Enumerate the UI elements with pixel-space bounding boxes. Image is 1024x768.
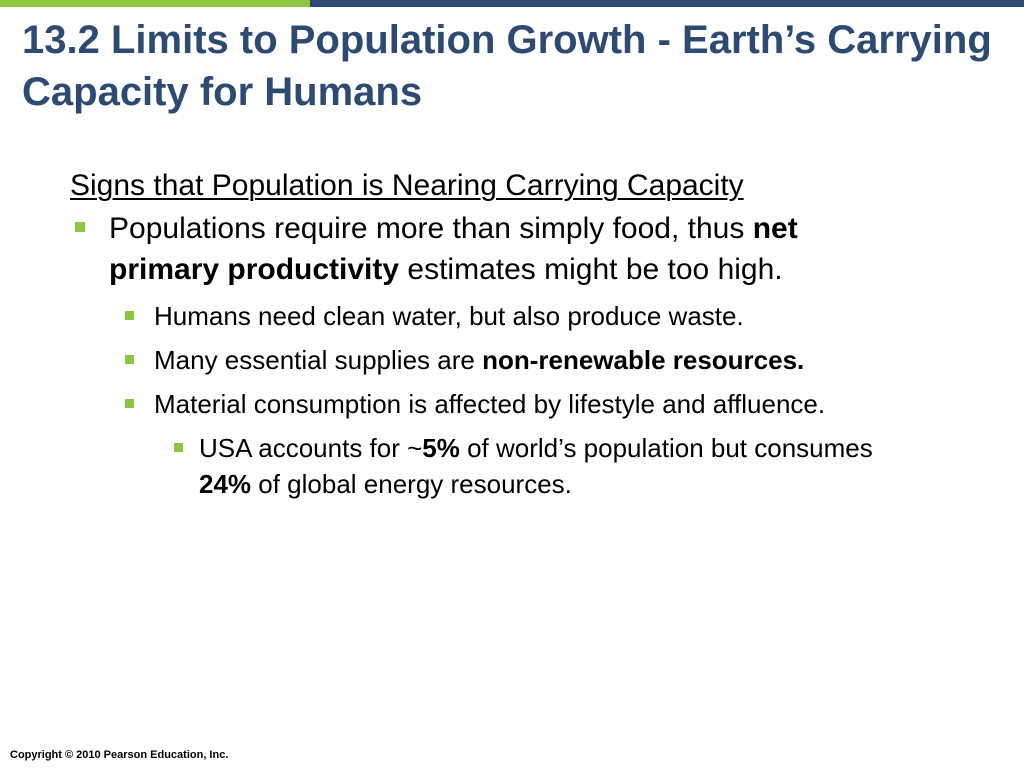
bullet-level-2: Humans need clean water, but also produc… <box>70 298 924 334</box>
bullet-bold-term: net primary productivity <box>109 212 798 286</box>
bullet-level-2: Material consumption is affected by life… <box>70 386 924 422</box>
top-accent-bar-navy <box>310 0 1024 7</box>
bullet-text: of global energy resources. <box>251 469 572 499</box>
bullet-level-2: Many essential supplies are non-renewabl… <box>70 342 924 378</box>
slide-body: Signs that Population is Nearing Carryin… <box>70 166 970 502</box>
square-bullet-icon <box>75 222 85 232</box>
square-bullet-icon <box>125 355 134 364</box>
square-bullet-icon <box>125 399 134 408</box>
slide-title: 13.2 Limits to Population Growth - Earth… <box>22 18 992 114</box>
square-bullet-icon <box>125 311 134 320</box>
top-accent-bar-green <box>0 0 310 7</box>
copyright-footer: Copyright © 2010 Pearson Education, Inc. <box>10 749 229 761</box>
bullet-text: Material consumption is affected by life… <box>154 389 826 419</box>
bullet-bold-stat: 5% <box>422 433 460 463</box>
subheading: Signs that Population is Nearing Carryin… <box>70 169 744 202</box>
top-accent-bar <box>0 0 1024 7</box>
bullet-level-3: USA accounts for ~5% of world’s populati… <box>70 430 899 502</box>
bullet-level-1: Populations require more than simply foo… <box>70 208 909 290</box>
bullet-bold-term: non-renewable resources. <box>482 345 805 375</box>
bullet-text: Many essential supplies are <box>154 345 483 375</box>
bullet-text: USA accounts for ~ <box>199 433 423 463</box>
bullet-text: estimates might be too high. <box>399 253 783 286</box>
bullet-text: Populations require more than simply foo… <box>109 212 753 245</box>
square-bullet-icon <box>174 443 183 452</box>
bullet-text: of world’s population but consumes <box>459 433 873 463</box>
bullet-bold-stat: 24% <box>199 469 252 499</box>
bullet-text: Humans need clean water, but also produc… <box>154 301 744 331</box>
